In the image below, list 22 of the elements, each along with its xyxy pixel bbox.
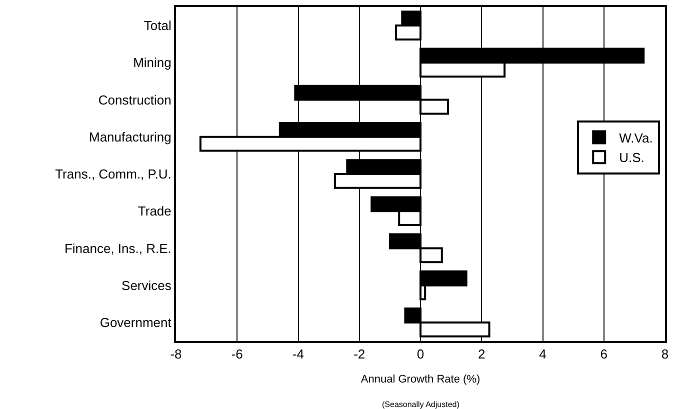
x-tick-label: 2	[478, 346, 486, 362]
x-tick-label: 0	[416, 346, 424, 362]
legend-label: U.S.	[619, 150, 644, 166]
x-tick-label: 8	[661, 346, 669, 362]
y-tick-label: Trans., Comm., P.U.	[55, 166, 172, 182]
x-tick-label: -6	[231, 346, 243, 362]
text: (Seasonally Adjusted)	[382, 400, 460, 409]
y-tick-label: Government	[100, 314, 172, 330]
y-tick-label: Total	[144, 18, 172, 34]
x-axis-title: Annual Growth Rate (%)	[360, 373, 480, 386]
legend-label: W.Va.	[619, 130, 653, 146]
y-tick-label: Construction	[98, 92, 172, 108]
y-tick-label: Mining	[133, 55, 172, 70]
y-tick-label: Trade	[138, 204, 172, 219]
x-tick-label: -4	[292, 346, 304, 362]
x-tick-label: 6	[600, 346, 608, 362]
x-tick-label: 4	[539, 346, 546, 362]
x-tick-label: -8	[170, 346, 182, 362]
y-tick-label: Finance, Ins., R.E.	[64, 240, 172, 256]
y-tick-label: Manufacturing	[89, 129, 172, 144]
y-tick-label: Services	[122, 278, 172, 293]
x-tick-label: -2	[354, 346, 366, 362]
